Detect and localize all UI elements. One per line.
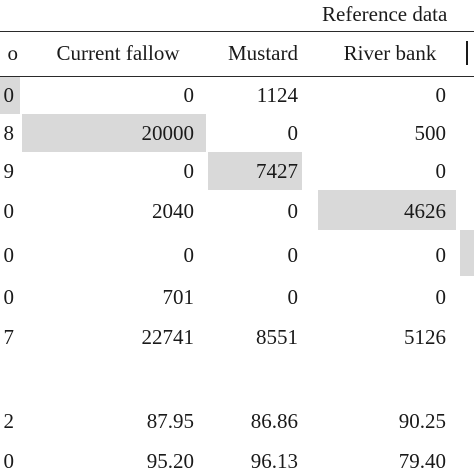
column-header-current-fallow: Current fallow [56, 41, 180, 65]
table-cell: 95.20 [146, 449, 194, 473]
table-cell: 0 [3, 285, 15, 309]
table-cell: 0 [183, 159, 195, 183]
table-cell: 0 [287, 199, 299, 223]
table-cell: 2040 [152, 199, 194, 223]
table-cell: 500 [414, 121, 447, 145]
column-header-0: o [7, 41, 19, 65]
table-cell: 79.40 [398, 449, 446, 473]
table-cell: 0 [435, 83, 447, 107]
table-cell: 0 [183, 83, 195, 107]
table-cell: 0 [3, 83, 15, 107]
table-cell: 5126 [404, 325, 446, 349]
highlight-cell-row5 [460, 230, 474, 276]
column-header-partial [466, 41, 474, 65]
table-cell: 0 [435, 285, 447, 309]
table-cell: 86.86 [250, 409, 298, 433]
table-cell: 0 [287, 285, 299, 309]
column-header-river-bank: River bank [343, 41, 437, 65]
table-cell: 0 [435, 243, 447, 267]
highlight-cell-row4 [318, 190, 456, 230]
table-cell: 4626 [404, 199, 446, 223]
reference-data-header: Reference data [322, 2, 448, 26]
table-cell: 0 [3, 243, 15, 267]
table-cell: 0 [3, 199, 15, 223]
header-rule-top [0, 31, 474, 32]
table-cell: 7 [3, 325, 15, 349]
highlight-cell-row3 [208, 152, 302, 190]
header-rule-bottom [0, 76, 474, 77]
table-cell: 8551 [256, 325, 298, 349]
highlight-cell-row1 [0, 77, 20, 114]
table-cell: 9 [3, 159, 15, 183]
table-cell: 0 [435, 159, 447, 183]
table-cell: 2 [3, 409, 15, 433]
highlight-cell-row2 [22, 114, 206, 152]
table-cell: 90.25 [398, 409, 446, 433]
table-cell: 20000 [141, 121, 195, 145]
table-cell: 0 [287, 243, 299, 267]
table-cell: 7427 [256, 159, 298, 183]
table-cell: 0 [287, 121, 299, 145]
table-cell: 0 [183, 243, 195, 267]
table-cell: 96.13 [250, 449, 298, 473]
table-cell: 22741 [141, 325, 195, 349]
table-cell: 8 [3, 121, 15, 145]
column-header-mustard: Mustard [228, 41, 298, 65]
table-cell: 701 [162, 285, 195, 309]
table-cell: 0 [3, 449, 15, 473]
table-cell: 87.95 [146, 409, 194, 433]
table-cell: 1124 [256, 83, 298, 107]
